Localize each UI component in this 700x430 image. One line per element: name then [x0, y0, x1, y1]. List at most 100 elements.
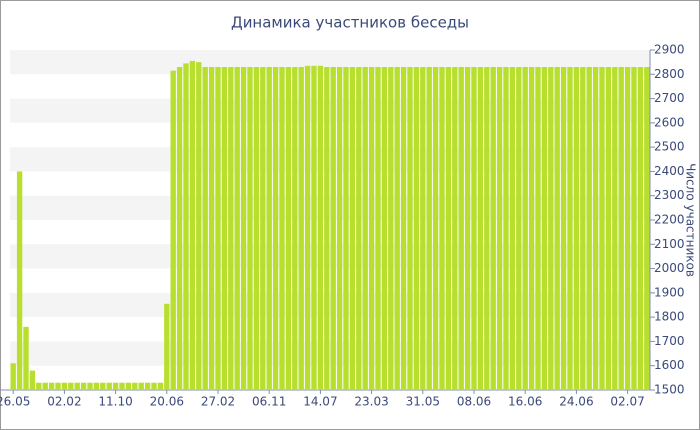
bar: [477, 67, 484, 390]
bar: [503, 67, 509, 390]
bar: [509, 67, 516, 390]
bar: [240, 67, 247, 390]
bar: [368, 67, 375, 390]
bar: [100, 382, 106, 390]
bar: [228, 67, 234, 390]
bar: [292, 67, 298, 390]
bar: [541, 67, 548, 390]
bar: [42, 382, 48, 390]
y-tick-label: 2200: [654, 213, 685, 227]
bar: [522, 67, 528, 390]
bar: [612, 67, 618, 390]
bar: [196, 62, 202, 391]
bar: [458, 67, 464, 390]
grid-band: [10, 195, 650, 220]
bar: [317, 65, 324, 391]
bar: [420, 67, 426, 390]
y-tick-label: 2600: [654, 115, 685, 129]
bar: [202, 67, 208, 390]
x-tick-label: 11.10: [98, 395, 132, 409]
bar: [471, 67, 477, 390]
bar: [132, 382, 138, 390]
bar: [298, 67, 304, 390]
bar: [394, 67, 400, 390]
bar: [375, 67, 381, 390]
bar: [93, 382, 100, 390]
bar: [554, 67, 560, 390]
bar: [432, 67, 439, 390]
bar: [157, 382, 164, 390]
x-tick-label: 31.05: [406, 395, 440, 409]
y-tick-label: 2100: [654, 237, 685, 251]
bar: [189, 60, 196, 391]
bar: [336, 67, 343, 390]
bar: [452, 67, 458, 390]
y-tick-label: 1800: [654, 310, 685, 324]
bar: [496, 67, 503, 390]
bar: [637, 67, 644, 390]
bar: [618, 67, 624, 390]
bar: [80, 382, 87, 390]
x-tick-label: 06.11: [252, 395, 286, 409]
bar: [605, 67, 612, 390]
bar: [426, 67, 432, 390]
bar: [176, 67, 183, 390]
bar: [36, 382, 42, 390]
grid-band: [10, 147, 650, 172]
chart-title: Динамика участников беседы: [231, 14, 469, 32]
bar: [234, 67, 240, 390]
bar: [445, 67, 452, 390]
y-tick-label: 2900: [654, 43, 685, 57]
x-tick-label: 08.06: [457, 395, 491, 409]
bar: [592, 67, 599, 390]
bar: [221, 67, 228, 390]
bar: [343, 67, 349, 390]
bar: [439, 67, 445, 390]
grid-band: [10, 244, 650, 269]
y-tick-label: 1600: [654, 358, 685, 372]
bar: [112, 382, 119, 390]
bar: [74, 382, 80, 390]
bar: [388, 67, 394, 390]
bar: [573, 67, 580, 390]
bar: [516, 67, 522, 390]
bar: [144, 382, 151, 390]
bar: [279, 67, 285, 390]
bar: [567, 67, 573, 390]
grid-band: [10, 98, 650, 123]
bar: [362, 67, 368, 390]
bar: [324, 67, 330, 390]
grid-band: [10, 341, 650, 366]
bar: [490, 67, 496, 390]
bar: [381, 67, 388, 390]
bar: [464, 67, 471, 390]
bar: [624, 67, 631, 390]
bar: [10, 363, 16, 390]
bar: [356, 67, 362, 390]
bar: [599, 67, 605, 390]
bar: [413, 67, 420, 390]
bar: [68, 382, 74, 390]
bar: [55, 382, 61, 390]
bar: [29, 370, 36, 390]
y-tick-label: 2500: [654, 140, 685, 154]
bar: [215, 67, 221, 390]
bar: [272, 67, 279, 390]
y-tick-label: 2700: [654, 91, 685, 105]
bar: [119, 382, 125, 390]
bar: [106, 382, 112, 390]
bar: [580, 67, 586, 390]
bar: [16, 171, 23, 390]
bar: [560, 67, 567, 390]
bar: [311, 65, 317, 391]
bar: [87, 382, 93, 390]
y-tick-label: 2000: [654, 261, 685, 275]
x-tick-label: 27.02: [201, 395, 235, 409]
x-tick-label: 20.06: [150, 395, 184, 409]
y-tick-label: 2800: [654, 67, 685, 81]
bar: [208, 67, 215, 390]
y-axis-label: Число участников: [684, 163, 698, 277]
y-tick-label: 1900: [654, 285, 685, 299]
x-tick-label: 02.07: [610, 395, 644, 409]
